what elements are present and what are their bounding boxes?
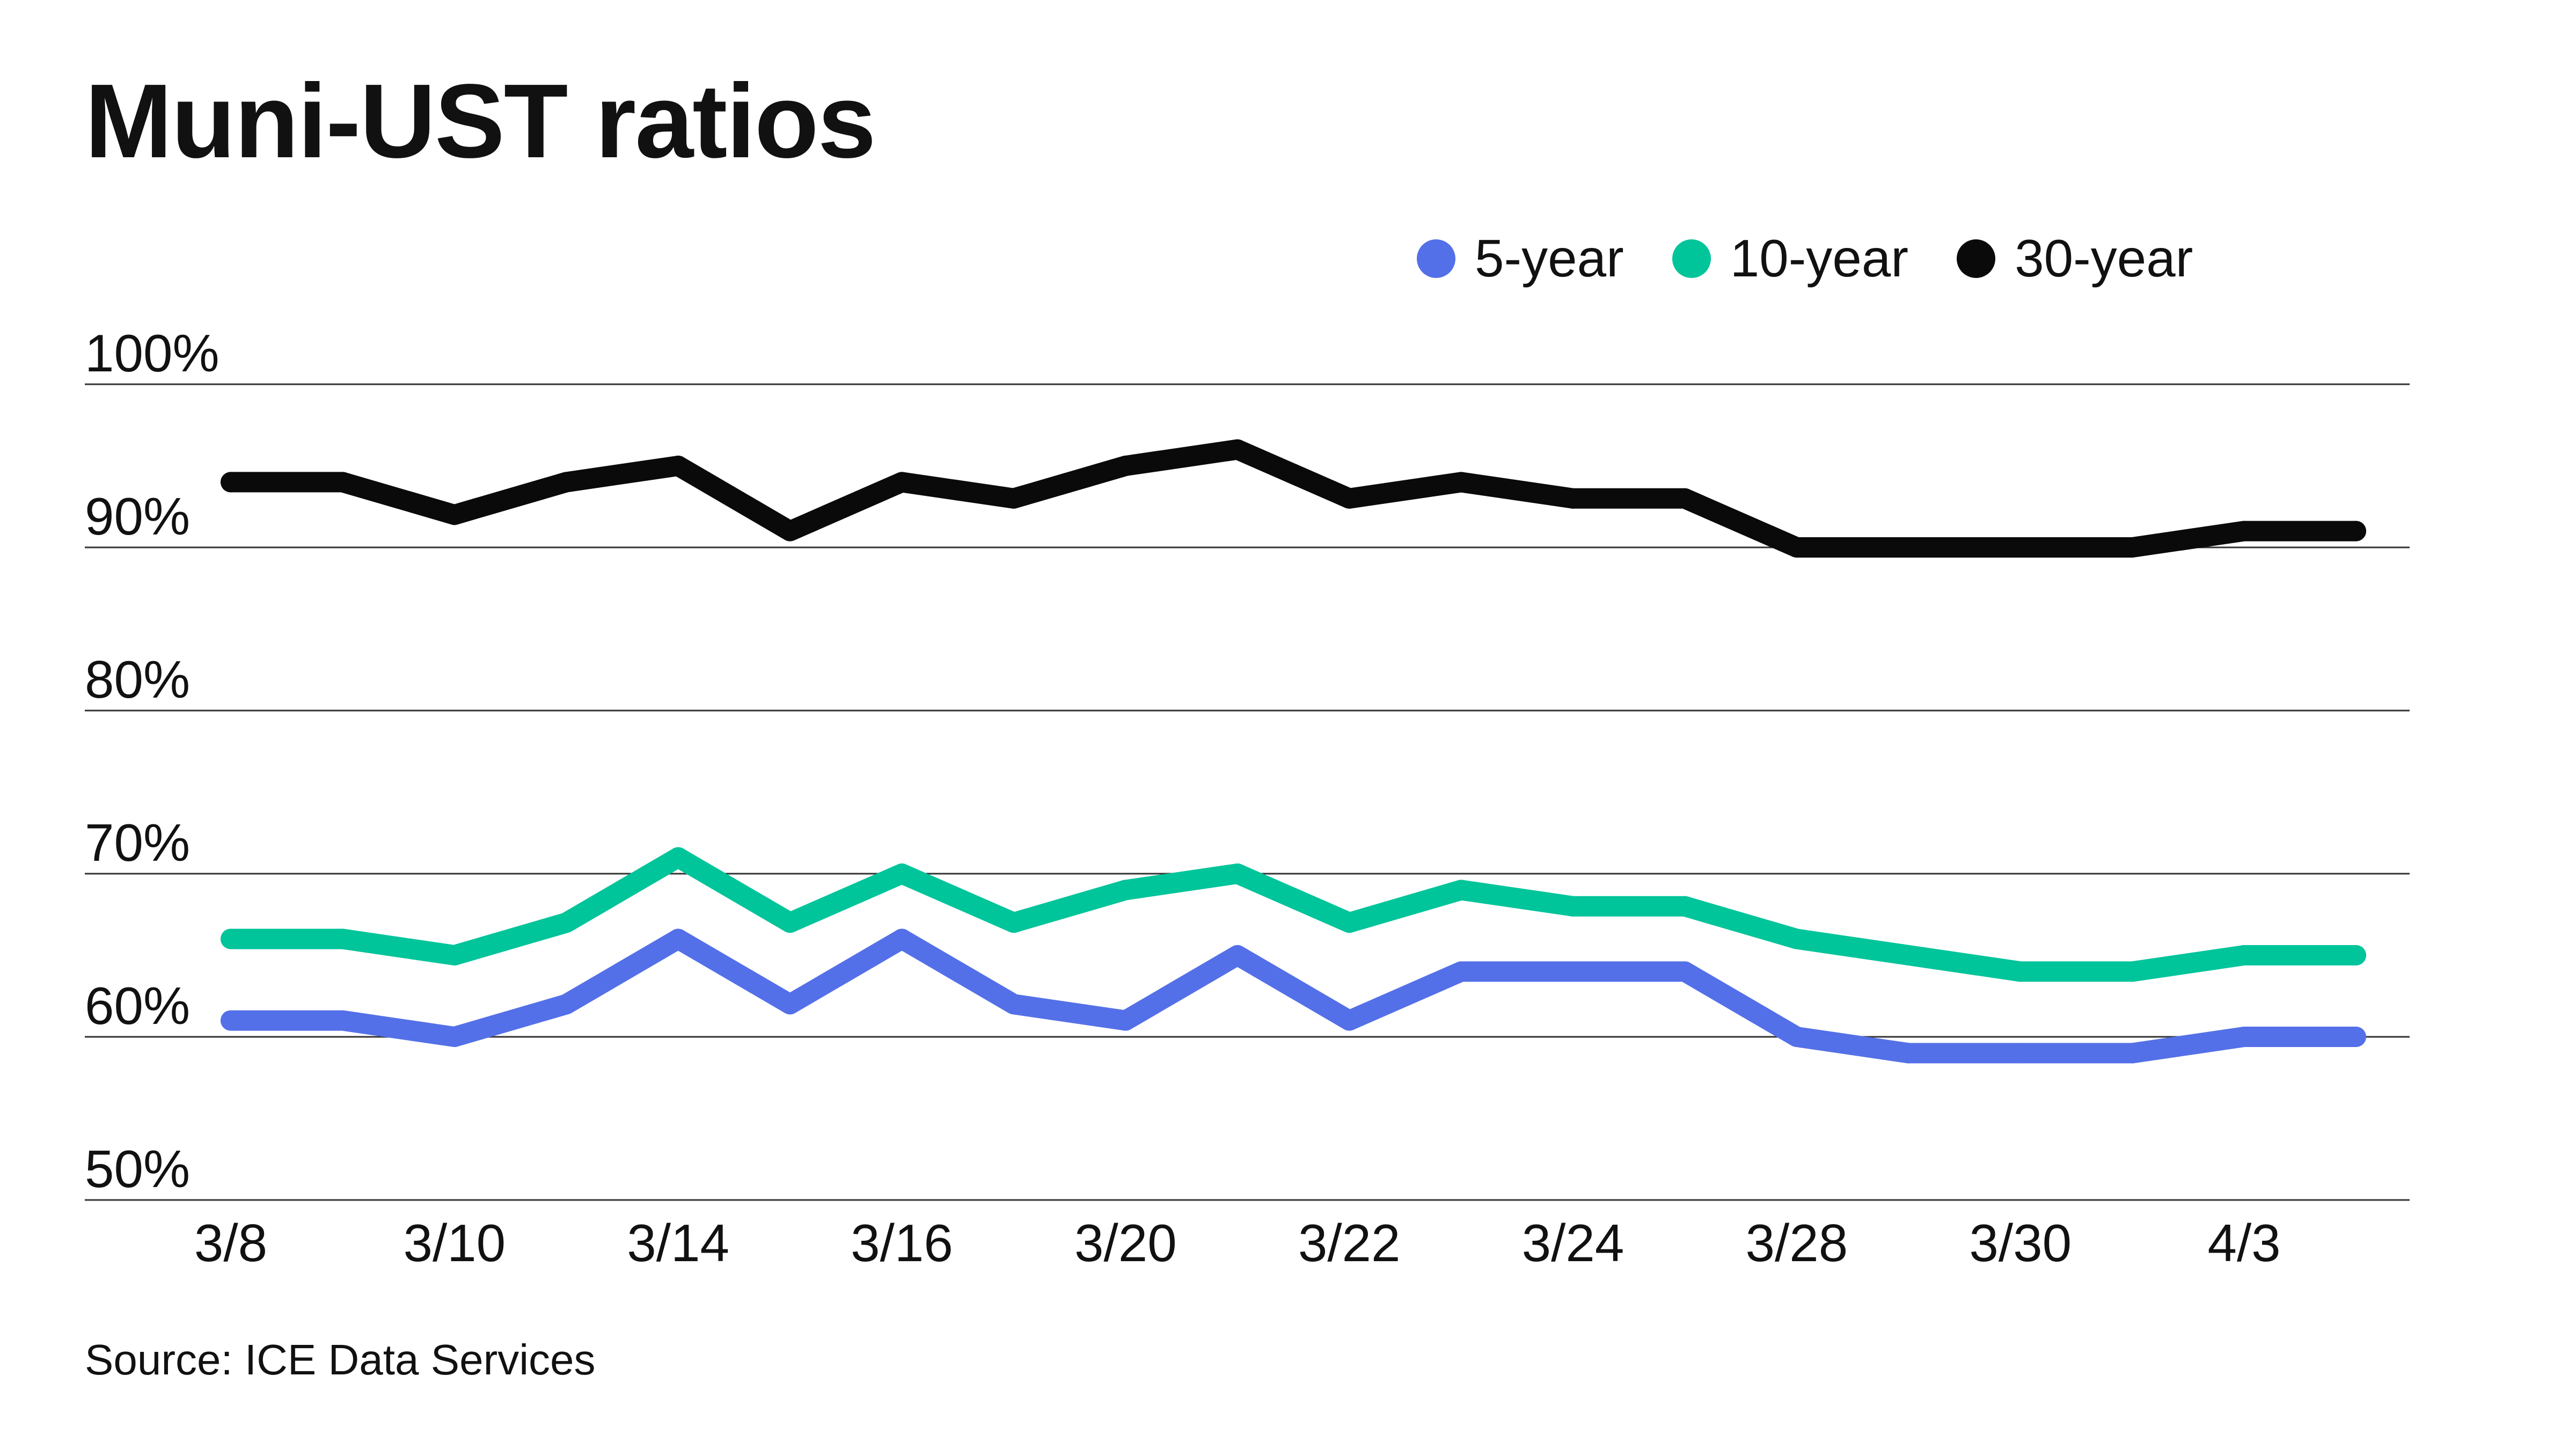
data-point-30-year <box>444 504 465 525</box>
gridlines <box>85 383 2410 1201</box>
y-tick-label: 90% <box>85 487 190 546</box>
data-point-10-year <box>332 928 353 949</box>
legend-item-5-year: 5-year <box>1417 228 1624 289</box>
data-point-5-year <box>1003 994 1024 1015</box>
data-point-30-year <box>1227 439 1248 460</box>
data-point-5-year <box>1786 1027 1807 1047</box>
x-tick-label: 3/22 <box>1298 1213 1401 1272</box>
y-tick-label: 70% <box>85 813 190 872</box>
data-point-10-year <box>1003 912 1024 933</box>
data-point-30-year <box>221 472 241 493</box>
data-point-5-year <box>1227 945 1248 965</box>
y-tick-label: 100% <box>85 324 219 383</box>
legend-label-30-year: 30-year <box>2015 229 2193 288</box>
data-point-10-year <box>780 912 801 933</box>
x-tick-label: 4/3 <box>2207 1213 2280 1272</box>
data-point-5-year <box>1674 961 1695 982</box>
data-point-10-year <box>2346 945 2366 965</box>
legend-dot-10-year <box>1672 239 1711 278</box>
legend: 5-year 10-year 30-year <box>1417 228 2241 289</box>
data-point-10-year <box>1451 880 1472 901</box>
series-line-5-year <box>221 928 2366 1064</box>
data-point-10-year <box>2010 961 2031 982</box>
legend-label-5-year: 5-year <box>1475 229 1624 288</box>
data-point-5-year <box>2346 1027 2366 1047</box>
data-point-10-year <box>2122 961 2143 982</box>
data-point-10-year <box>444 945 465 965</box>
x-tick-label: 3/20 <box>1074 1213 1177 1272</box>
data-point-30-year <box>668 456 689 476</box>
data-point-30-year <box>2010 537 2031 558</box>
series-30-year <box>221 439 2366 558</box>
data-point-5-year <box>1563 961 1584 982</box>
series-line-30-year <box>221 439 2366 558</box>
data-point-10-year <box>891 863 912 884</box>
chart-title: Muni-UST ratios <box>85 62 876 180</box>
x-tick-label: 3/30 <box>1969 1213 2072 1272</box>
data-point-30-year <box>1898 537 1919 558</box>
x-tick-label: 3/8 <box>194 1213 267 1272</box>
data-point-10-year <box>221 928 241 949</box>
x-tick-label: 3/16 <box>851 1213 953 1272</box>
data-point-10-year <box>1786 928 1807 949</box>
data-point-10-year <box>1115 880 1136 901</box>
x-tick-label: 3/10 <box>403 1213 506 1272</box>
x-tick-label: 3/14 <box>627 1213 729 1272</box>
series-line-10-year <box>221 847 2366 982</box>
data-point-5-year <box>1115 1010 1136 1031</box>
y-axis-ticks: 50% 60% 70% 80% 90% 100% <box>85 324 219 1198</box>
data-point-5-year <box>556 994 577 1015</box>
data-point-30-year <box>2346 521 2366 541</box>
data-point-30-year <box>556 472 577 493</box>
legend-item-10-year: 10-year <box>1672 228 1908 289</box>
data-point-10-year <box>556 912 577 933</box>
data-point-5-year <box>444 1027 465 1047</box>
y-tick-label: 80% <box>85 650 190 709</box>
legend-dot-30-year <box>1957 239 1996 278</box>
legend-label-10-year: 10-year <box>1730 229 1909 288</box>
data-point-5-year <box>2234 1027 2255 1047</box>
data-point-5-year <box>668 928 689 949</box>
x-tick-label: 3/28 <box>1746 1213 1848 1272</box>
data-point-5-year <box>2010 1043 2031 1064</box>
data-point-30-year <box>1339 488 1360 509</box>
data-point-30-year <box>1786 537 1807 558</box>
data-point-10-year <box>2234 945 2255 965</box>
data-point-30-year <box>1674 488 1695 509</box>
data-point-5-year <box>1339 1010 1360 1031</box>
series-lines <box>221 439 2366 1064</box>
data-point-30-year <box>780 521 801 541</box>
data-point-10-year <box>668 847 689 868</box>
series-10-year <box>221 847 2366 982</box>
data-point-5-year <box>221 1010 241 1031</box>
data-point-30-year <box>2122 537 2143 558</box>
data-point-5-year <box>332 1010 353 1031</box>
data-point-30-year <box>1003 488 1024 509</box>
data-point-10-year <box>1898 945 1919 965</box>
data-point-10-year <box>1563 896 1584 917</box>
data-point-10-year <box>1674 896 1695 917</box>
data-point-30-year <box>1451 472 1472 493</box>
data-point-30-year <box>891 472 912 493</box>
source-note: Source: ICE Data Services <box>85 1336 596 1384</box>
legend-dot-5-year <box>1417 239 1455 278</box>
data-point-30-year <box>1563 488 1584 509</box>
data-point-5-year <box>1898 1043 1919 1064</box>
data-point-30-year <box>2234 521 2255 541</box>
data-point-5-year <box>780 994 801 1015</box>
data-point-30-year <box>1115 456 1136 476</box>
y-tick-label: 50% <box>85 1139 190 1198</box>
data-point-5-year <box>891 928 912 949</box>
data-point-5-year <box>2122 1043 2143 1064</box>
data-point-10-year <box>1339 912 1360 933</box>
x-tick-label: 3/24 <box>1522 1213 1624 1272</box>
data-point-5-year <box>1451 961 1472 982</box>
y-tick-label: 60% <box>85 976 190 1035</box>
x-axis-ticks: 3/8 3/10 3/14 3/16 3/20 3/22 3/24 3/28 3/30 4/3 <box>194 1213 2281 1272</box>
legend-item-30-year: 30-year <box>1957 228 2193 289</box>
data-point-10-year <box>1227 863 1248 884</box>
series-5-year <box>221 928 2366 1064</box>
data-point-30-year <box>332 472 353 493</box>
